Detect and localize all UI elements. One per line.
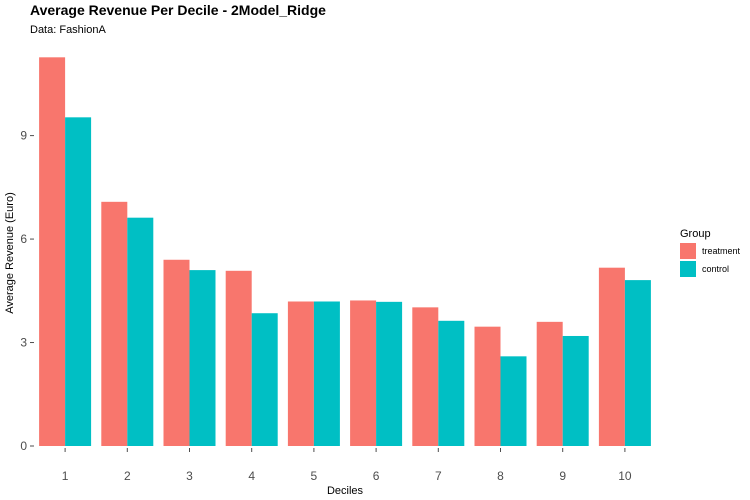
legend-label-control: control: [702, 264, 729, 274]
bar-treatment-6: [350, 300, 377, 446]
x-axis-label: Deciles: [327, 485, 364, 497]
bar-control-2: [127, 217, 154, 446]
y-axis: 0 3 6 9: [20, 129, 34, 453]
bar-treatment-3: [163, 259, 190, 446]
bar-treatment-8: [474, 326, 501, 446]
bar-treatment-2: [101, 201, 128, 446]
bar-control-5: [313, 301, 340, 446]
bar-control-6: [376, 301, 403, 446]
y-tick-label-3: 3: [20, 336, 27, 350]
y-axis-label: Average Revenue (Euro): [4, 192, 16, 313]
bar-control-8: [500, 356, 527, 446]
bar-control-10: [624, 280, 651, 446]
bar-control-7: [438, 320, 465, 446]
x-tick-label-5: 5: [311, 469, 318, 483]
legend-key-control: [680, 261, 696, 277]
x-tick-label-8: 8: [497, 469, 504, 483]
x-tick-label-3: 3: [186, 469, 193, 483]
bar-treatment-1: [39, 57, 66, 447]
bar-treatment-7: [412, 307, 439, 446]
y-tick-label-6: 6: [20, 232, 27, 246]
bar-treatment-10: [598, 267, 625, 446]
x-axis: 1 2 3 4 5 6 7 8 9 10: [62, 448, 632, 483]
chart-subtitle: Data: FashionA: [30, 24, 106, 36]
y-tick-label-0: 0: [20, 439, 27, 453]
chart-title: Average Revenue Per Decile - 2Model_Ridg…: [30, 2, 326, 18]
bar-treatment-5: [287, 301, 314, 446]
bar-control-3: [189, 270, 216, 446]
x-tick-label-10: 10: [618, 469, 632, 483]
x-tick-label-9: 9: [559, 469, 566, 483]
x-tick-label-7: 7: [435, 469, 442, 483]
legend-title: Group: [680, 228, 711, 240]
x-tick-label-1: 1: [62, 469, 69, 483]
bar-treatment-4: [225, 270, 252, 446]
y-tick-label-9: 9: [20, 129, 27, 143]
legend-label-treatment: treatment: [702, 246, 741, 256]
x-tick-label-4: 4: [248, 469, 255, 483]
bar-control-4: [251, 313, 278, 446]
x-tick-label-2: 2: [124, 469, 131, 483]
x-tick-label-6: 6: [373, 469, 380, 483]
bar-control-1: [65, 117, 92, 446]
bars-group: [39, 57, 651, 447]
legend: Group treatment control: [680, 228, 741, 277]
bar-control-9: [562, 335, 589, 446]
bar-treatment-9: [536, 321, 563, 446]
legend-key-treatment: [680, 243, 696, 259]
